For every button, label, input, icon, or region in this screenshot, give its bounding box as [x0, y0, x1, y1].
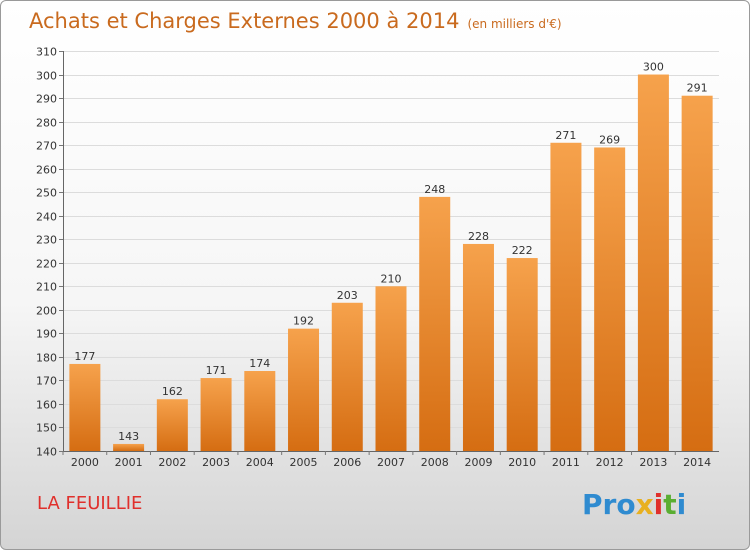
y-tick-label: 150	[36, 422, 57, 435]
data-label: 300	[643, 61, 664, 74]
data-label: 174	[249, 357, 270, 370]
logo-letter: x	[635, 488, 654, 521]
chart-title: Achats et Charges Externes 2000 à 2014 (e…	[29, 9, 562, 33]
unit-label: (en milliers d'€)	[467, 17, 562, 31]
data-label: 162	[162, 385, 183, 398]
data-label: 192	[293, 315, 314, 328]
y-tick-label: 170	[36, 375, 57, 388]
bar	[681, 95, 713, 452]
bar	[156, 399, 188, 451]
axes: 140 150 160 170 180 190 200 210 220 230 240 250 260 2…	[36, 46, 719, 469]
y-tick-label: 250	[36, 187, 57, 200]
bar	[113, 443, 145, 451]
bar	[419, 196, 451, 451]
bar	[594, 147, 626, 451]
data-labels: 177 143 162 171 174 192 203 210 248 228 222 271 269 3…	[74, 61, 707, 443]
logo-letter: r	[602, 488, 617, 521]
x-tick-label: 2002	[158, 456, 186, 469]
x-tick-label: 2007	[377, 456, 405, 469]
data-label: 291	[687, 82, 708, 95]
data-label: 210	[381, 272, 402, 285]
bar	[288, 328, 320, 451]
y-tick-label: 200	[36, 305, 57, 318]
bars	[69, 74, 713, 452]
logo-letter: o	[616, 488, 636, 521]
y-tick-label: 220	[36, 258, 57, 271]
data-label: 271	[555, 129, 576, 142]
logo-letter: i	[676, 488, 687, 521]
data-label: 248	[424, 183, 445, 196]
x-tick-label: 2013	[639, 456, 667, 469]
bar	[200, 378, 232, 451]
bar	[69, 363, 101, 451]
data-label: 143	[118, 430, 139, 443]
bar	[506, 258, 538, 451]
x-tick-label: 2008	[421, 456, 449, 469]
bar	[637, 74, 669, 451]
bar	[550, 142, 582, 451]
bar	[462, 243, 494, 451]
y-tick-label: 280	[36, 117, 57, 130]
x-tick-label: 2010	[508, 456, 536, 469]
x-tick-label: 2014	[683, 456, 711, 469]
bar	[244, 371, 276, 451]
y-tick-label: 240	[36, 211, 57, 224]
y-tick-label: 140	[36, 446, 57, 459]
bar	[331, 302, 363, 451]
x-tick-label: 2005	[290, 456, 318, 469]
data-label: 203	[337, 289, 358, 302]
x-tick-label: 2001	[115, 456, 143, 469]
logo-letter: i	[653, 488, 664, 521]
x-tick-label: 2004	[246, 456, 274, 469]
y-tick-label: 310	[36, 46, 57, 59]
x-tick-label: 2011	[552, 456, 580, 469]
y-tick-label: 270	[36, 140, 57, 153]
y-tick-label: 180	[36, 352, 57, 365]
x-tick-label: 2003	[202, 456, 230, 469]
bar	[375, 286, 407, 451]
data-label: 228	[468, 230, 489, 243]
town-name: LA FEUILLIE	[37, 493, 143, 514]
x-tick-label: 2006	[333, 456, 361, 469]
logo-letter: t	[663, 488, 677, 521]
y-tick-label: 290	[36, 93, 57, 106]
title-text: Achats et Charges Externes 2000 à 2014	[29, 9, 460, 33]
y-tick-label: 230	[36, 234, 57, 247]
logo-letter: P	[582, 488, 603, 521]
proxiti-logo[interactable]: Proxiti	[582, 488, 686, 521]
x-tick-label: 2012	[596, 456, 624, 469]
data-label: 171	[206, 364, 227, 377]
y-tick-label: 300	[36, 70, 57, 83]
data-label: 177	[74, 350, 95, 363]
y-tick-label: 210	[36, 281, 57, 294]
y-tick-label: 260	[36, 164, 57, 177]
x-tick-label: 2000	[71, 456, 99, 469]
data-label: 222	[512, 244, 533, 257]
data-label: 269	[599, 133, 620, 146]
x-tick-label: 2009	[464, 456, 492, 469]
y-tick-label: 190	[36, 328, 57, 341]
y-tick-label: 160	[36, 399, 57, 412]
